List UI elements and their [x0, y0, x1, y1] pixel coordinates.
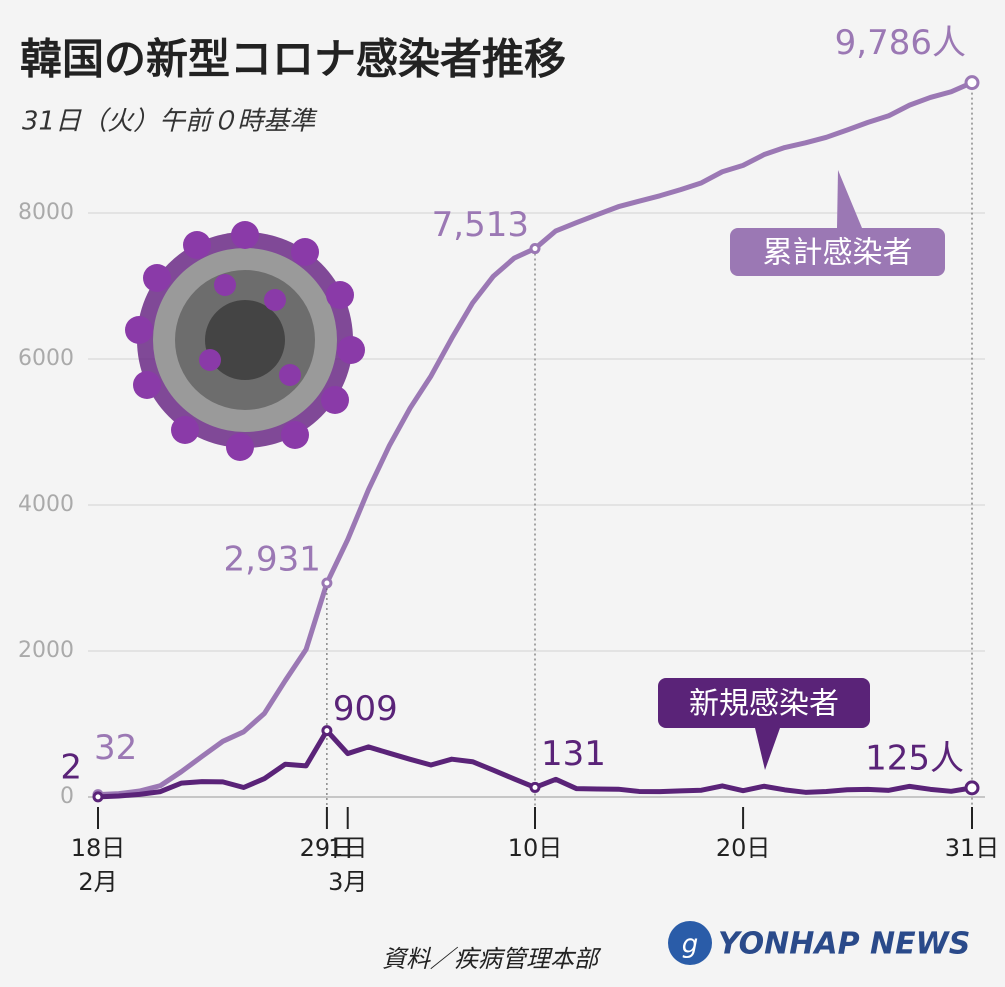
virus-illustration [125, 221, 365, 461]
value-label: 125人 [865, 738, 964, 778]
chart-subtitle: 31日（火）午前０時基準 [22, 107, 318, 137]
value-label: 2 [60, 747, 82, 787]
point-marker [529, 243, 541, 255]
y-tick-label: 4000 [18, 492, 74, 517]
y-tick-label: 8000 [18, 200, 74, 225]
point-marker [964, 780, 980, 796]
logo: g YONHAP NEWS [668, 921, 970, 965]
value-label: 2,931 [224, 540, 321, 580]
point-marker [964, 75, 980, 91]
legend-pointer [837, 170, 862, 228]
value-label: 32 [94, 728, 137, 768]
x-tick-label: 29日 [300, 834, 355, 862]
y-tick-label: 6000 [18, 346, 74, 371]
legend-label: 新規感染者 [689, 687, 839, 722]
x-tick-label: 18日 2月 [71, 834, 126, 896]
logo-text: YONHAP NEWS [718, 927, 970, 962]
legend-item: 新規感染者 [658, 678, 870, 770]
value-label: 9,786人 [835, 23, 966, 63]
y-tick-label: 2000 [18, 638, 74, 663]
value-label: 7,513 [432, 205, 529, 245]
point-marker [92, 791, 104, 803]
legend-box [730, 228, 945, 276]
legend-label: 累計感染者 [763, 236, 913, 271]
legend-pointer [755, 728, 780, 770]
y-tick-label: 0 [60, 784, 74, 809]
point-marker [321, 725, 333, 737]
value-label: 131 [541, 734, 606, 774]
svg-text:g: g [682, 930, 699, 960]
source: 資料／疾病管理本部 [382, 945, 602, 973]
legend-box [658, 678, 870, 728]
x-tick-label: 31日 [945, 834, 1000, 862]
x-tick-label: 10日 [508, 834, 563, 862]
point-marker [529, 781, 541, 793]
x-tick-label: 1日 3月 [328, 834, 367, 896]
x-tick-label: 20日 [716, 834, 771, 862]
chart-title: 韓国の新型コロナ感染者推移 [20, 35, 566, 84]
point-marker [321, 577, 333, 589]
value-label: 909 [333, 689, 398, 729]
legend-item: 累計感染者 [730, 170, 945, 276]
